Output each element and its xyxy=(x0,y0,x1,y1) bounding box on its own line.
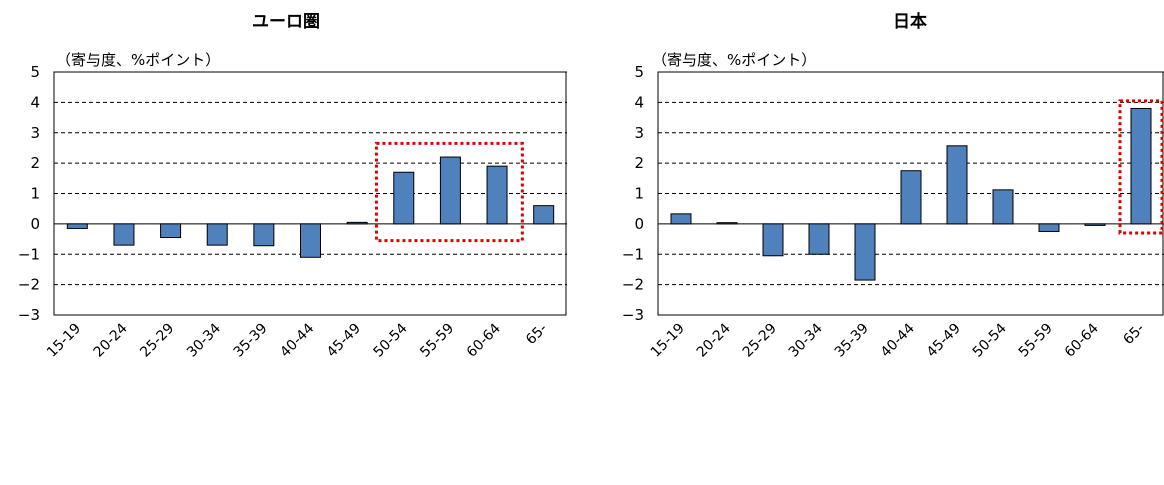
bar xyxy=(992,189,1014,225)
x-tick-label: 65- xyxy=(1120,321,1147,348)
y-tick-label: −1 xyxy=(622,245,644,263)
x-tick-label: 25-29 xyxy=(740,321,780,361)
chart-eurozone: ユーロ圏 （寄与度、%ポイント） 5 4 3 2 1 0 −1 −2 −315-19 20-24 2… xyxy=(18,12,567,361)
x-tick-label: 15-19 xyxy=(44,321,84,361)
x-tick-label: 25-29 xyxy=(137,321,177,361)
plot-frame xyxy=(53,71,567,316)
y-tick-label: 1 xyxy=(634,185,644,203)
x-tick-label: 50-54 xyxy=(970,320,1010,360)
x-tick-label: 45-49 xyxy=(924,321,964,361)
bar xyxy=(670,213,692,225)
x-tick-label: 20-24 xyxy=(694,320,734,360)
bar xyxy=(253,223,275,247)
x-tick-label: 30-34 xyxy=(184,320,224,360)
bar xyxy=(1130,107,1152,225)
chart-japan: 日本 （寄与度、%ポイント） 5 4 3 2 1 0 −1 −2 −315-19 20-24 25-… xyxy=(622,11,1164,361)
highlight-box xyxy=(374,141,524,243)
bar xyxy=(439,156,461,225)
x-tick-label: 65- xyxy=(523,321,550,348)
y-tick-label: 2 xyxy=(30,154,40,172)
y-tick-label: −1 xyxy=(18,245,40,263)
y-tick-label: 1 xyxy=(30,185,40,203)
bar xyxy=(66,223,88,229)
bar xyxy=(300,223,321,258)
highlight-box xyxy=(1118,99,1164,235)
y-tick-label: −3 xyxy=(622,306,644,324)
x-tick-label: 55-59 xyxy=(417,321,457,361)
y-tick-label: −2 xyxy=(622,276,644,294)
y-tick-label: 4 xyxy=(634,93,644,111)
x-tick-label: 30-34 xyxy=(786,320,826,360)
unit-label: （寄与度、%ポイント） xyxy=(56,51,220,69)
unit-label: （寄与度、%ポイント） xyxy=(652,51,816,69)
bar xyxy=(1038,223,1060,232)
bar xyxy=(1084,223,1106,226)
bar xyxy=(808,223,830,255)
y-tick-label: −2 xyxy=(18,276,40,294)
bar xyxy=(113,223,135,246)
x-tick-label: 35-39 xyxy=(231,321,271,361)
x-tick-label: 40-44 xyxy=(878,320,918,360)
y-tick-label: 4 xyxy=(30,93,40,111)
x-tick-label: 45-49 xyxy=(324,321,364,361)
bar xyxy=(486,165,508,225)
y-tick-label: 5 xyxy=(634,63,644,81)
x-tick-label: 20-24 xyxy=(91,320,131,360)
x-tick-label: 50-54 xyxy=(371,320,411,360)
bar xyxy=(854,223,876,281)
y-tick-label: 0 xyxy=(30,215,40,233)
x-tick-label: 15-19 xyxy=(648,321,688,361)
y-tick-label: 0 xyxy=(634,215,644,233)
bar xyxy=(533,205,555,225)
y-tick-label: −3 xyxy=(18,306,40,324)
y-tick-label: 5 xyxy=(30,63,40,81)
x-tick-label: 60-64 xyxy=(1062,320,1102,360)
x-tick-label: 60-64 xyxy=(464,320,504,360)
bar xyxy=(762,223,784,257)
x-tick-label: 35-39 xyxy=(832,321,872,361)
bar xyxy=(900,170,922,225)
x-tick-label: 40-44 xyxy=(277,320,317,360)
y-tick-label: 2 xyxy=(634,154,644,172)
x-tick-label: 55-59 xyxy=(1016,321,1056,361)
bar xyxy=(393,171,415,225)
bar xyxy=(946,145,968,225)
y-tick-label: 3 xyxy=(634,124,644,142)
bar xyxy=(716,222,738,225)
y-tick-label: 3 xyxy=(30,124,40,142)
bar xyxy=(160,223,182,239)
bar xyxy=(206,223,228,246)
bar xyxy=(346,221,368,225)
chart-title: 日本 xyxy=(893,11,927,32)
chart-title: ユーロ圏 xyxy=(252,12,320,32)
